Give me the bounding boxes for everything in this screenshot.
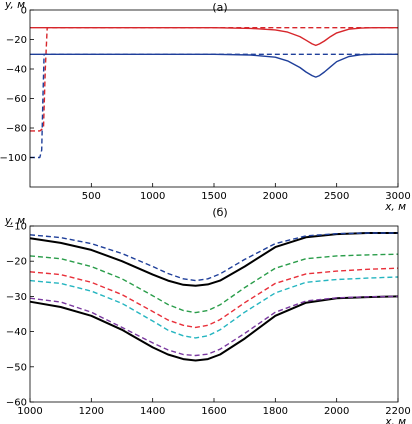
x-tick-label: 2200 [385,406,410,417]
series-line-0-2 [30,53,398,78]
x-tick-label: 1800 [263,406,288,417]
series-line-0-3 [30,53,398,159]
y-tick-label: −60 [6,398,27,409]
x-tick-label: 2500 [324,191,349,202]
x-tick-label: 1000 [17,406,42,417]
x-axis-label: x, м [384,201,406,213]
x-tick-label: 1000 [140,191,165,202]
y-tick-label: −100 [0,153,27,164]
panel-a: 500 1000 1500 2000 2500 3000 0 −20 −40 −60 −80 −100… [0,0,411,213]
x-tick-label: 3000 [385,191,410,202]
series-line-0-1 [30,27,398,132]
series-line-1-0 [29,232,398,287]
y-tick-label: −20 [6,35,27,46]
series-line-1-4 [29,267,399,329]
series-line-1-6 [29,295,399,357]
y-tick-label: −50 [6,362,27,373]
y-tick-label: −60 [6,94,27,105]
series-line-1-3 [29,253,399,314]
y-axis-label: y, м [4,0,25,11]
x-tick-label: 1400 [140,406,165,417]
plot-frame [29,9,399,188]
x-tick-label: 2000 [263,191,288,202]
x-tick-label: 1200 [79,406,104,417]
y-tick-label: −20 [6,257,27,268]
x-tick-label: 500 [82,191,101,202]
y-tick-label: −80 [6,124,27,135]
x-axis-label: x, м [384,416,406,424]
x-tick-label: 2000 [324,406,349,417]
y-tick-label: −10 [6,222,27,233]
x-tick-label: 1600 [201,406,226,417]
series-line-1-1 [29,295,399,362]
y-tick-label: −30 [6,292,27,303]
panel-title: (б) [212,206,227,219]
y-tick-label: −40 [6,65,27,76]
y-tick-label: −40 [6,327,27,338]
series-line-1-2 [29,232,398,282]
x-tick-label: 1500 [201,191,226,202]
series-line-0-0 [30,27,398,47]
y-tick-label: 0 [21,6,27,17]
panel-title: (а) [212,1,227,14]
y-axis-label: y, м [4,215,25,227]
panel-b: 1000 1200 1400 1600 1800 2000 2200 −10 −20 −30 −40… [4,206,411,424]
